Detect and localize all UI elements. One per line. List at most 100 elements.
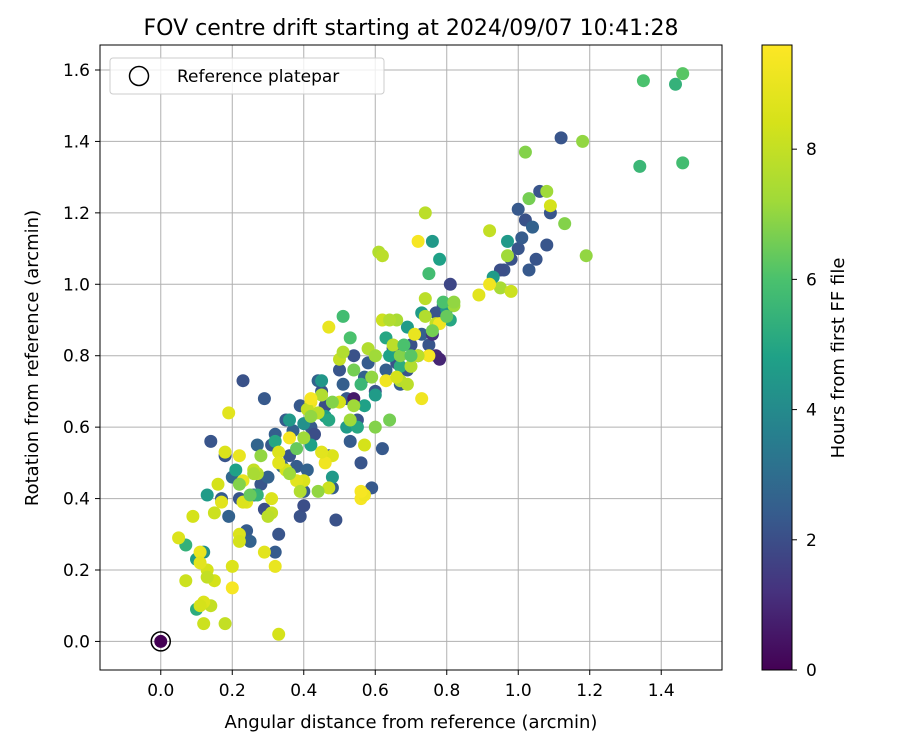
colorbar-ticks: 0 2 4 6 8 bbox=[792, 140, 817, 681]
colorbar: 0 2 4 6 8 Hours from first FF file bbox=[761, 44, 849, 681]
x-tick-label: 1.2 bbox=[576, 681, 603, 701]
y-tick-label: 0.4 bbox=[63, 490, 90, 510]
scatter-point bbox=[243, 534, 257, 548]
scatter-point bbox=[222, 406, 236, 420]
colorbar-label: Hours from first FF file bbox=[828, 258, 849, 459]
scatter-point bbox=[257, 392, 271, 406]
scatter-point bbox=[669, 77, 682, 91]
scatter-point bbox=[558, 217, 572, 231]
colorbar-tick-label: 2 bbox=[806, 531, 817, 551]
scatter-point bbox=[215, 495, 228, 509]
scatter-point bbox=[218, 617, 232, 631]
scatter-point bbox=[390, 370, 404, 384]
scatter-point bbox=[354, 377, 368, 391]
scatter-point bbox=[358, 399, 371, 413]
scatter-point bbox=[418, 206, 432, 220]
scatter-point bbox=[636, 74, 650, 88]
scatter-point bbox=[325, 395, 339, 409]
scatter-point bbox=[336, 377, 350, 391]
scatter-point bbox=[368, 388, 382, 402]
x-axis-label: Angular distance from reference (arcmin) bbox=[225, 712, 598, 733]
scatter-point bbox=[290, 442, 304, 456]
scatter-point bbox=[193, 545, 207, 559]
scatter-point bbox=[293, 509, 307, 523]
scatter-point bbox=[368, 420, 382, 434]
scatter-point bbox=[225, 581, 239, 595]
scatter-point bbox=[358, 438, 371, 452]
colorbar-tick-label: 8 bbox=[806, 140, 817, 160]
scatter-point bbox=[676, 67, 690, 81]
scatter-point bbox=[200, 488, 214, 502]
scatter-point bbox=[493, 281, 507, 295]
scatter-point bbox=[304, 392, 318, 406]
scatter-point bbox=[418, 292, 432, 306]
scatter-point bbox=[261, 470, 275, 484]
scatter-point bbox=[518, 145, 532, 159]
scatter-point bbox=[393, 349, 407, 363]
scatter-point bbox=[404, 349, 418, 363]
scatter-point bbox=[422, 338, 436, 352]
scatter-point bbox=[404, 359, 418, 373]
legend-label: Reference platepar bbox=[177, 67, 339, 87]
scatter-point bbox=[343, 331, 357, 345]
scatter-point bbox=[261, 509, 275, 523]
scatter-point bbox=[375, 442, 389, 456]
scatter-point bbox=[501, 249, 514, 263]
scatter-point bbox=[232, 449, 246, 463]
reference-marker-ring bbox=[150, 631, 172, 652]
scatter-point bbox=[243, 488, 257, 502]
scatter-point bbox=[207, 506, 221, 520]
y-axis-label: Rotation from reference (arcmin) bbox=[22, 210, 43, 506]
scatter-point bbox=[247, 467, 261, 481]
scatter-point bbox=[425, 234, 439, 248]
scatter-point bbox=[422, 267, 436, 281]
scatter-point bbox=[368, 349, 382, 363]
scatter-point bbox=[343, 413, 357, 427]
scatter-point bbox=[225, 559, 239, 573]
scatter-point bbox=[579, 249, 593, 263]
scatter-point bbox=[436, 295, 450, 309]
scatter-point bbox=[272, 527, 286, 541]
scatter-point bbox=[204, 434, 218, 448]
scatter-point bbox=[211, 477, 225, 491]
scatter-point bbox=[511, 242, 525, 256]
scatter-point bbox=[300, 463, 314, 477]
scatter-point bbox=[433, 352, 447, 366]
scatter-point bbox=[379, 363, 393, 377]
scatter-point bbox=[254, 449, 268, 463]
x-tick-label: 0.0 bbox=[147, 681, 174, 701]
scatter-point bbox=[408, 327, 422, 341]
scatter-point bbox=[293, 484, 307, 498]
scatter-point bbox=[232, 477, 246, 491]
plot-frame bbox=[99, 44, 723, 671]
scatter-point bbox=[179, 574, 193, 588]
scatter-point bbox=[383, 313, 397, 327]
scatter-point bbox=[501, 234, 514, 248]
x-tick-label: 0.6 bbox=[362, 681, 389, 701]
x-axis: 0.0 0.2 0.4 0.6 0.8 1.0 1.2 1.4 bbox=[147, 670, 675, 701]
scatter-point bbox=[483, 277, 497, 291]
scatter-point bbox=[343, 434, 357, 448]
scatter-point bbox=[172, 531, 186, 545]
scatter-point bbox=[268, 545, 282, 559]
scatter-point bbox=[354, 456, 368, 470]
scatter-point bbox=[283, 431, 296, 445]
scatter-point bbox=[322, 320, 336, 334]
scatter-point bbox=[304, 409, 318, 423]
scatter-point bbox=[422, 349, 436, 363]
scatter-point bbox=[676, 156, 690, 170]
scatter-point bbox=[375, 249, 389, 263]
scatter-point bbox=[250, 438, 264, 452]
colorbar-tick-label: 0 bbox=[806, 661, 817, 681]
scatter-point bbox=[515, 231, 529, 245]
scatter-point bbox=[447, 295, 461, 309]
scatter-point bbox=[218, 445, 232, 459]
scatter-point bbox=[504, 284, 518, 298]
scatter-point bbox=[268, 434, 282, 448]
scatter-point bbox=[283, 467, 296, 481]
scatter-point bbox=[576, 134, 590, 148]
x-tick-label: 1.4 bbox=[648, 681, 675, 701]
scatter-point bbox=[283, 413, 296, 427]
scatter-point bbox=[318, 456, 332, 470]
scatter-point bbox=[529, 252, 543, 266]
